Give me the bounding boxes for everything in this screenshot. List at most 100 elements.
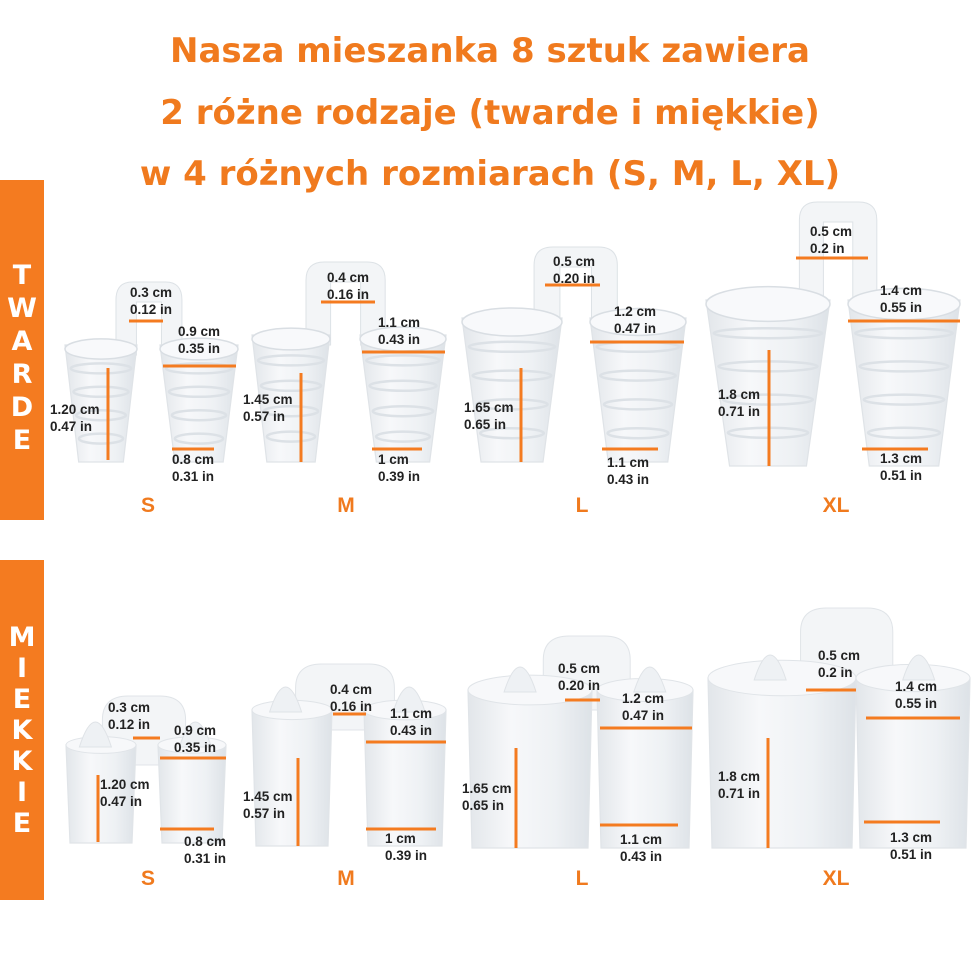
size-label: M <box>337 494 355 517</box>
height-label-in: 0.57 in <box>243 409 285 424</box>
bottom-label-cm: 1.1 cm <box>607 455 649 470</box>
height-label-in: 0.47 in <box>50 419 92 434</box>
vent-cone <box>589 317 687 463</box>
bottom-label-cm: 1 cm <box>385 831 416 846</box>
vent-cone <box>461 317 563 463</box>
top-label-cm: 0.9 cm <box>178 324 220 339</box>
top-label-in: 0.55 in <box>895 696 937 711</box>
size-label: S <box>141 867 155 890</box>
vent-ring <box>862 393 946 406</box>
bottom-label-in: 0.51 in <box>880 468 922 483</box>
title-line-2: 2 różne rodzaje (twarde i miękkie) <box>160 93 820 133</box>
vent-ring <box>858 360 950 373</box>
vent-rim <box>705 285 831 323</box>
section-letter: D <box>10 392 34 423</box>
size-label: L <box>576 494 589 517</box>
soft-nose-vent <box>65 695 227 844</box>
bottom-label-cm: 0.8 cm <box>184 834 226 849</box>
vent-ring <box>69 362 133 375</box>
hard-nose-vent <box>461 246 687 463</box>
vent-tube <box>251 709 333 847</box>
top-label-in: 0.43 in <box>378 332 420 347</box>
bridge-label-in: 0.16 in <box>330 699 372 714</box>
size-label: XL <box>823 867 850 890</box>
bottom-label-in: 0.31 in <box>172 469 214 484</box>
section-letter: E <box>12 808 32 839</box>
height-label-in: 0.65 in <box>462 798 504 813</box>
height-label-cm: 1.45 cm <box>243 392 293 407</box>
vent-tip <box>633 666 667 693</box>
vent-ring <box>467 340 557 354</box>
height-label-in: 0.71 in <box>718 786 760 801</box>
top-label-in: 0.55 in <box>880 300 922 315</box>
vent-tip <box>753 654 787 681</box>
bridge-label-in: 0.20 in <box>553 271 595 286</box>
bottom-label-in: 0.43 in <box>607 472 649 487</box>
vent-rim <box>461 307 563 337</box>
top-label-cm: 1.4 cm <box>895 679 937 694</box>
bridge-label-cm: 0.4 cm <box>330 682 372 697</box>
vent-tip <box>178 721 213 748</box>
vent-tip <box>78 721 113 748</box>
bottom-label-in: 0.39 in <box>385 848 427 863</box>
vent-ring <box>602 398 674 411</box>
section-letter: K <box>11 715 33 746</box>
vent-ring <box>471 369 553 382</box>
bottom-label-cm: 1.3 cm <box>880 451 922 466</box>
size-label: M <box>337 867 355 890</box>
vent-ring <box>265 430 317 443</box>
section-letter: A <box>11 326 33 357</box>
vent-ring <box>167 385 231 399</box>
height-label-in: 0.47 in <box>100 794 142 809</box>
bottom-label-in: 0.31 in <box>184 851 226 866</box>
vent-cone <box>847 299 961 467</box>
vent-tip <box>268 686 303 713</box>
vent-rim <box>589 307 687 337</box>
vent-ring <box>475 398 549 411</box>
bridge-label-in: 0.20 in <box>558 678 600 693</box>
soft-nose-vent <box>251 663 447 847</box>
height-label-cm: 1.65 cm <box>464 400 514 415</box>
vent-ring <box>72 385 130 399</box>
height-label-cm: 1.20 cm <box>100 777 150 792</box>
bottom-label-cm: 1.3 cm <box>890 830 932 845</box>
bridge-label-cm: 0.5 cm <box>553 254 595 269</box>
section-letter: I <box>16 777 28 808</box>
vent-cone <box>359 334 447 463</box>
vent-ring <box>365 354 441 367</box>
vent-tube <box>707 677 857 849</box>
top-label-in: 0.35 in <box>174 740 216 755</box>
section-letter: W <box>7 293 37 324</box>
vent-ring <box>371 404 435 418</box>
height-label-cm: 1.45 cm <box>243 789 293 804</box>
vent-rim <box>64 338 138 360</box>
section-letter: T <box>12 260 32 291</box>
title-line-3: w 4 różnych rozmiarach (S, M, L, XL) <box>139 154 841 194</box>
vent-ring <box>854 326 954 340</box>
bridge-label-cm: 0.5 cm <box>810 224 852 239</box>
top-label-cm: 1.4 cm <box>880 283 922 298</box>
height-label-in: 0.57 in <box>243 806 285 821</box>
vent-ring <box>478 426 546 440</box>
vent-ring <box>368 379 438 393</box>
vent-ring <box>606 426 670 440</box>
hard-nose-vent <box>251 261 447 463</box>
title-line-1: Nasza mieszanka 8 sztuk zawiera <box>170 31 810 71</box>
bridge-label-in: 0.12 in <box>130 302 172 317</box>
top-label-cm: 1.2 cm <box>614 304 656 319</box>
height-label-cm: 1.20 cm <box>50 402 100 417</box>
bridge-label-in: 0.12 in <box>108 717 150 732</box>
vent-ring <box>259 379 323 393</box>
height-label-in: 0.71 in <box>718 404 760 419</box>
vent-ring <box>599 369 677 382</box>
bridge-label-cm: 0.3 cm <box>108 700 150 715</box>
hard-nose-vent <box>64 281 239 463</box>
section-letter: M <box>8 622 36 653</box>
top-label-in: 0.47 in <box>622 708 664 723</box>
vent-ring <box>256 354 326 367</box>
top-label-cm: 1.1 cm <box>378 315 420 330</box>
top-label-cm: 1.2 cm <box>622 691 664 706</box>
